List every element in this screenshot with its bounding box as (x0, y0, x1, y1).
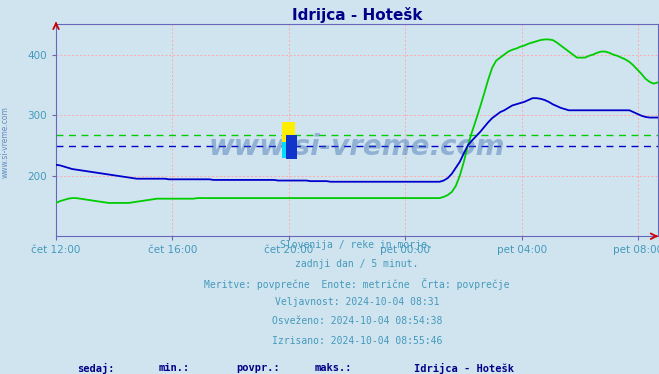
Text: www.si-vreme.com: www.si-vreme.com (209, 133, 505, 161)
Bar (282, 142, 292, 157)
Title: Idrijca - Hotešk: Idrijca - Hotešk (291, 7, 422, 23)
Text: www.si-vreme.com: www.si-vreme.com (1, 106, 10, 178)
Text: min.:: min.: (158, 363, 190, 373)
Text: Veljavnost: 2024-10-04 08:31: Veljavnost: 2024-10-04 08:31 (275, 297, 439, 307)
Text: Izrisano: 2024-10-04 08:55:46: Izrisano: 2024-10-04 08:55:46 (272, 336, 442, 346)
Bar (286, 135, 297, 159)
Text: Meritve: povprečne  Enote: metrične  Črta: povprečje: Meritve: povprečne Enote: metrične Črta:… (204, 278, 509, 290)
Text: sedaj:: sedaj: (77, 363, 115, 374)
Text: Slovenija / reke in morje.: Slovenija / reke in morje. (281, 240, 433, 250)
Text: zadnji dan / 5 minut.: zadnji dan / 5 minut. (295, 259, 418, 269)
Text: maks.:: maks.: (315, 363, 352, 373)
Text: Osveženo: 2024-10-04 08:54:38: Osveženo: 2024-10-04 08:54:38 (272, 316, 442, 327)
Bar (282, 122, 295, 145)
Text: povpr.:: povpr.: (237, 363, 280, 373)
Text: Idrijca - Hotešk: Idrijca - Hotešk (414, 363, 514, 374)
